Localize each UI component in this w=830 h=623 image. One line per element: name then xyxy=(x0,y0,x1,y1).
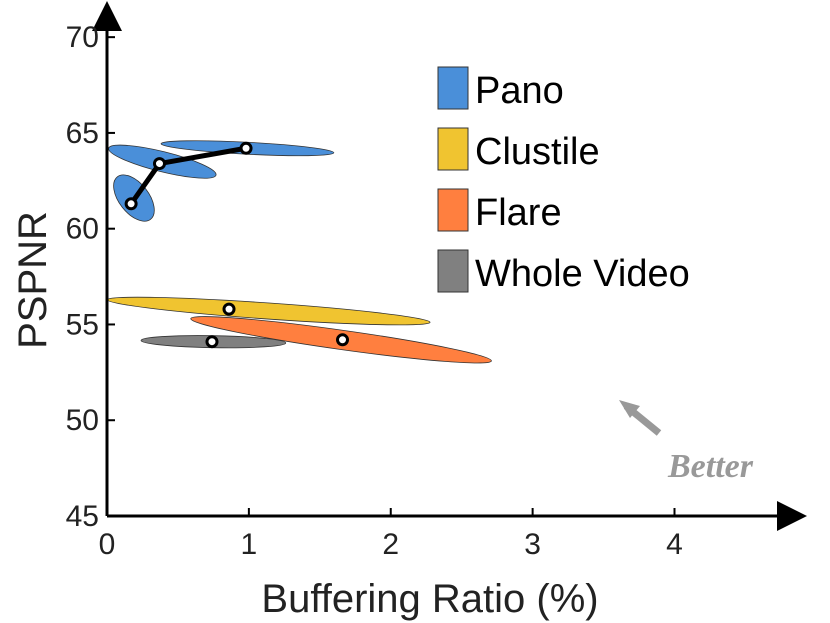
legend-label-flare: Flare xyxy=(475,192,562,234)
x-axis-label: Buffering Ratio (%) xyxy=(261,577,598,621)
x-tick-label: 3 xyxy=(524,528,541,561)
data-point-pano xyxy=(152,157,166,171)
y-tick-label: 70 xyxy=(66,21,99,54)
data-point-clustile xyxy=(222,302,236,316)
data-point-whole-video xyxy=(205,335,219,349)
better-label: Better xyxy=(667,448,754,485)
legend-label-pano: Pano xyxy=(475,70,564,112)
legend-swatch-pano xyxy=(437,66,469,110)
better-arrowhead-icon xyxy=(619,400,640,418)
data-point-flare xyxy=(336,333,350,347)
data-point-pano xyxy=(239,141,253,155)
legend-label-whole-video: Whole Video xyxy=(475,253,690,295)
legend-swatch-clustile xyxy=(437,127,469,171)
y-tick-label: 50 xyxy=(66,404,99,437)
legend: Pano Clustile Flare Whole Video xyxy=(437,66,690,295)
y-tick-label: 65 xyxy=(66,117,99,150)
axes: 0 1 2 3 4 45 50 55 60 65 70 xyxy=(66,1,807,561)
spread-ellipses xyxy=(106,140,492,364)
y-tick-label: 55 xyxy=(66,308,99,341)
legend-swatch-flare xyxy=(437,188,469,232)
x-tick-label: 1 xyxy=(241,528,258,561)
y-axis-label: PSPNR xyxy=(11,211,55,349)
legend-label-clustile: Clustile xyxy=(475,131,600,173)
data-point-pano xyxy=(124,197,138,211)
x-tick-label: 0 xyxy=(99,528,116,561)
better-annotation: Better xyxy=(619,400,754,485)
data-points xyxy=(124,141,350,349)
y-tick-label: 60 xyxy=(66,213,99,246)
x-tick-label: 2 xyxy=(382,528,399,561)
legend-swatch-whole-video xyxy=(437,249,469,293)
x-tick-label: 4 xyxy=(666,528,683,561)
y-tick-label: 45 xyxy=(66,500,99,533)
